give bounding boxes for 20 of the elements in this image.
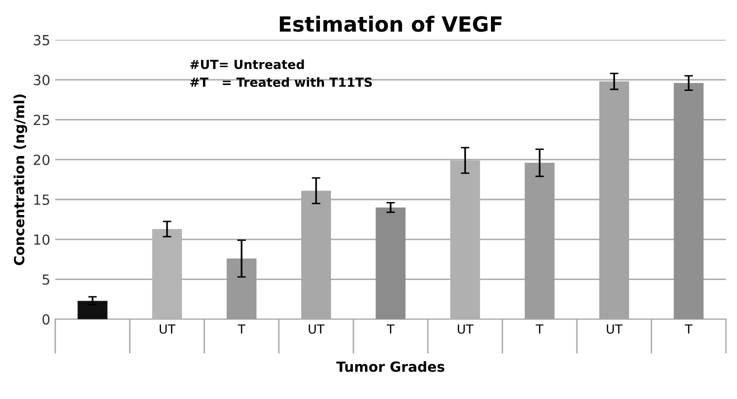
x-tick-label: UT: [308, 324, 325, 334]
x-tick-label: T: [536, 324, 544, 334]
chart-title: Estimation of VEGF: [280, 16, 502, 32]
x-tick-label: T: [238, 324, 246, 334]
x-tick-label: UT: [606, 324, 623, 334]
y-tick-label: 5: [42, 274, 50, 285]
x-tick-label: UT: [458, 324, 474, 334]
y-tick-label: 35: [34, 34, 50, 46]
x-tick-label: UT: [160, 324, 176, 334]
x-tick-label: T: [684, 324, 693, 334]
y-tick-label: 30: [34, 74, 50, 86]
y-tick-label: 0: [42, 314, 50, 325]
y-tick-label: 20: [34, 154, 50, 166]
x-axis-title: Tumor Grades: [336, 361, 444, 372]
y-axis-title: Concentration (ng/ml): [14, 94, 28, 266]
y-tick-label: 15: [34, 194, 50, 205]
y-tick-label: 10: [34, 234, 50, 245]
annotation: #UT= Untreated #T = Treated with T11TS: [190, 59, 372, 87]
x-tick-label: T: [386, 324, 394, 334]
y-tick-label: 25: [34, 114, 50, 126]
